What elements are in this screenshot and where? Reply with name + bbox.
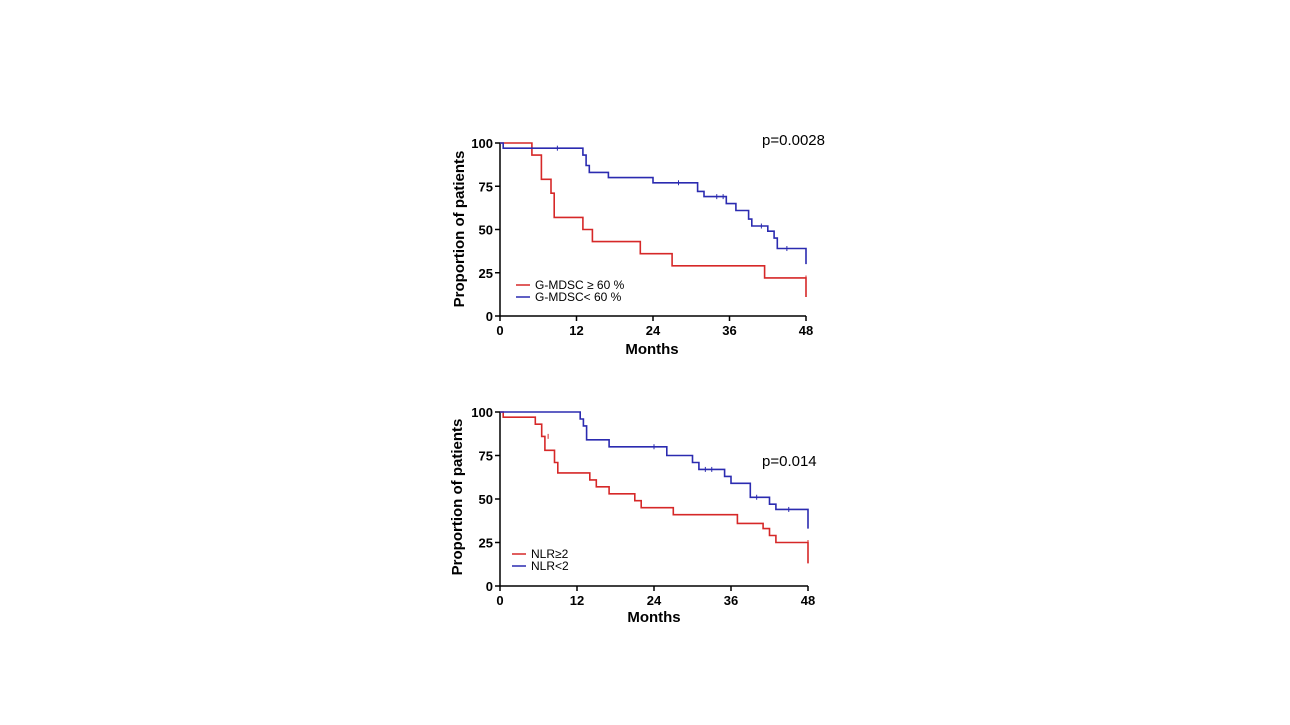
x-tick-label: 12: [570, 593, 584, 608]
legend-label-nlr-low: NLR<2: [531, 559, 569, 573]
x-tick-label: 0: [496, 323, 503, 338]
x-tick-label: 24: [646, 323, 661, 338]
x-tick-label: 36: [722, 323, 736, 338]
y-tick-label: 0: [486, 579, 493, 594]
p-value-annotation: p=0.0028: [762, 132, 825, 149]
legend-label-gmdsc-high: G-MDSC ≥ 60 %: [535, 278, 625, 292]
y-tick-label: 25: [479, 536, 493, 551]
y-tick-label: 25: [479, 266, 493, 281]
legend-label-gmdsc-low: G-MDSC< 60 %: [535, 290, 622, 304]
km-curve-series-1: [500, 142, 807, 265]
x-tick-label: 36: [724, 593, 738, 608]
legend-label-nlr-high: NLR≥2: [531, 547, 569, 561]
p-value-annotation: p=0.014: [762, 453, 817, 470]
y-tick-label: 100: [471, 136, 493, 151]
km-curve-series-0: [500, 411, 809, 564]
y-tick-label: 0: [486, 309, 493, 324]
legend: G-MDSC ≥ 60 % G-MDSC< 60 %: [516, 278, 625, 304]
y-tick-label: 100: [471, 405, 493, 420]
y-axis-title: Proportion of patients: [449, 419, 466, 576]
y-axis-title: Proportion of patients: [451, 151, 468, 308]
x-tick-label: 12: [569, 323, 583, 338]
x-axis-title: Months: [627, 609, 680, 626]
y-tick-label: 75: [479, 449, 493, 464]
km-curve-series-0: [500, 142, 807, 297]
km-curve-series-1: [500, 411, 809, 529]
y-tick-label: 50: [479, 223, 493, 238]
y-tick-label: 75: [479, 179, 493, 194]
legend: NLR≥2 NLR<2: [512, 547, 569, 573]
km-plot-gmdsc: Proportion of patients Months p=0.0028 G…: [451, 132, 825, 358]
km-plot-nlr: Proportion of patients Months p=0.014 NL…: [449, 405, 817, 626]
x-tick-label: 48: [801, 593, 815, 608]
x-tick-label: 0: [496, 593, 503, 608]
y-tick-label: 50: [479, 492, 493, 507]
x-tick-label: 24: [647, 593, 662, 608]
x-axis-title: Months: [625, 341, 678, 358]
x-tick-label: 48: [799, 323, 813, 338]
